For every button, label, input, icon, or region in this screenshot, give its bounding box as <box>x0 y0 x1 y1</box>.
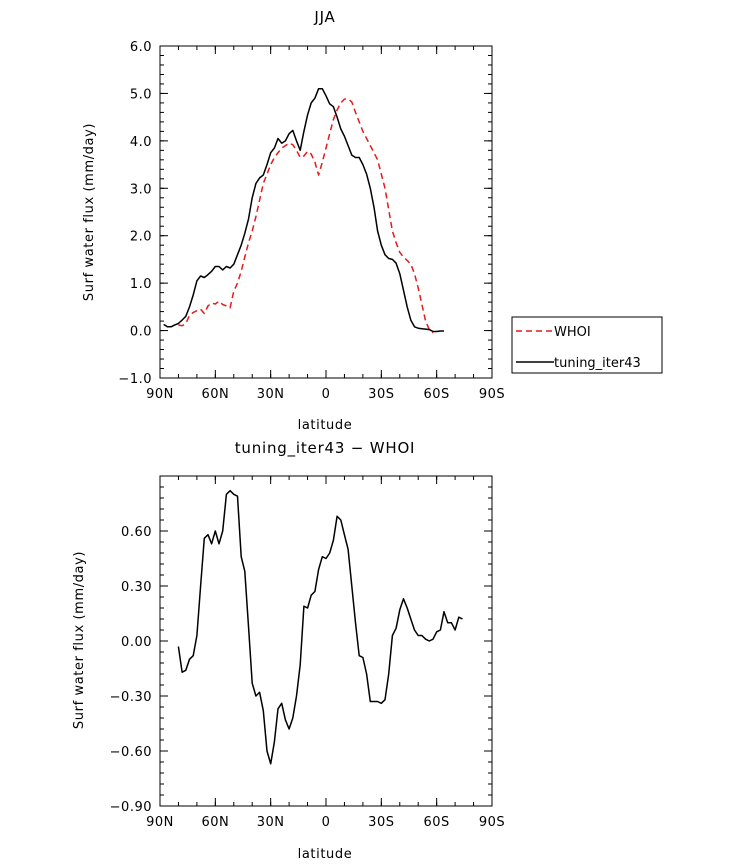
top-chart-x-tick-label: 0 <box>322 387 331 402</box>
bottom-chart-x-axis-label: latitude <box>298 847 353 862</box>
top-chart-series <box>163 87 444 334</box>
top-chart-y-tick-label: 4.0 <box>130 135 152 150</box>
bottom-chart-y-tick-label: 0.60 <box>121 525 152 540</box>
top-chart-y-tick-label: 2.0 <box>130 230 152 245</box>
top-chart-x-tick-label: 90N <box>146 387 174 402</box>
top-chart: JJA 90N 60N 30N 0 30S 60S 90S −1.0 0.0 1.0 2.0 3.0… <box>82 8 505 433</box>
bottom-chart-y-axis-label: Surf water flux (mm/day) <box>72 551 87 729</box>
bottom-chart-series <box>177 489 463 765</box>
top-chart-x-tick-label: 60N <box>201 387 229 402</box>
bottom-chart-y-tick-label: 0.30 <box>121 580 152 595</box>
bottom-chart-x-tick-label: 60S <box>424 815 450 830</box>
bottom-chart-title: tuning_iter43 − WHOI <box>235 439 416 458</box>
bottom-chart-x-tick-label: 90S <box>479 815 505 830</box>
top-chart-y-axis-label: Surf water flux (mm/day) <box>82 123 97 301</box>
bottom-chart-y-ticks: −0.90 −0.60 −0.30 0.00 0.30 0.60 <box>110 475 492 815</box>
bottom-chart-x-tick-label: 60N <box>201 815 229 830</box>
top-chart-y-ticks: −1.0 0.0 1.0 2.0 3.0 4.0 5.0 6.0 <box>118 40 492 387</box>
top-chart-y-tick-label: −1.0 <box>118 372 152 387</box>
bottom-chart-y-tick-label: −0.60 <box>110 745 152 760</box>
bottom-chart: tuning_iter43 − WHOI 90N 60N 30N 0 30S 60S 90S… <box>72 439 505 862</box>
bottom-chart-x-ticks: 90N 60N 30N 0 30S 60S 90S <box>146 476 505 830</box>
top-chart-x-tick-label: 30N <box>257 387 285 402</box>
top-chart-title: JJA <box>313 8 335 26</box>
legend-box <box>511 316 663 374</box>
legend: WHOI tuning_iter43 <box>511 316 663 374</box>
top-chart-y-tick-label: 5.0 <box>130 87 152 102</box>
bottom-chart-y-tick-label: −0.30 <box>110 690 152 705</box>
bottom-chart-frame <box>159 475 493 807</box>
bottom-chart-y-tick-label: 0.00 <box>121 635 152 650</box>
top-chart-x-ticks: 90N 60N 30N 0 30S 60S 90S <box>146 46 505 402</box>
bottom-chart-y-tick-label: −0.90 <box>110 800 152 815</box>
bottom-chart-series-line-difference <box>177 489 463 765</box>
top-chart-series-line-tuning-iter43 <box>163 87 444 333</box>
top-chart-y-tick-label: 1.0 <box>130 277 152 292</box>
top-chart-y-tick-label: 3.0 <box>130 182 152 197</box>
bottom-chart-x-tick-label: 30N <box>257 815 285 830</box>
legend-label-whoi: WHOI <box>554 325 591 340</box>
top-chart-y-tick-label: 6.0 <box>130 40 152 55</box>
top-chart-x-tick-label: 60S <box>424 387 450 402</box>
top-chart-series-line-whoi <box>178 98 434 334</box>
top-chart-x-tick-label: 90S <box>479 387 505 402</box>
bottom-chart-x-tick-label: 0 <box>322 815 331 830</box>
top-chart-x-axis-label: latitude <box>298 418 353 433</box>
bottom-chart-x-tick-label: 30S <box>368 815 394 830</box>
legend-label-tuning: tuning_iter43 <box>554 356 641 371</box>
top-chart-y-tick-label: 0.0 <box>130 325 152 340</box>
bottom-chart-x-tick-label: 90N <box>146 815 174 830</box>
top-chart-x-tick-label: 30S <box>368 387 394 402</box>
